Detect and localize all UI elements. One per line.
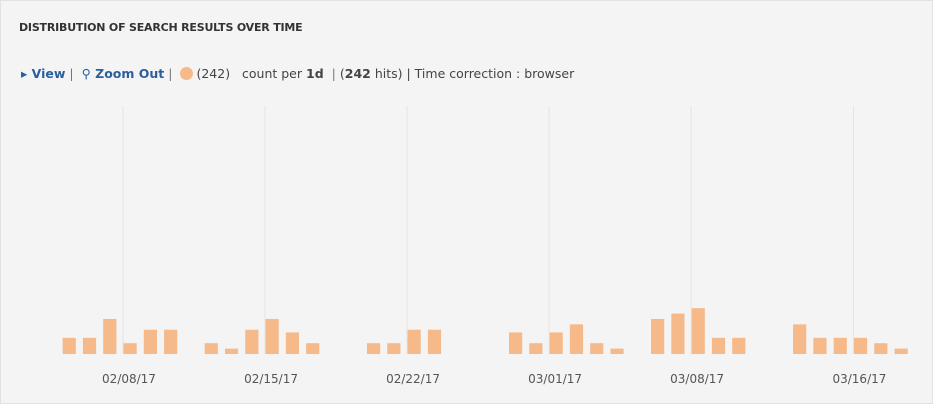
bar	[82, 337, 97, 354]
bar	[651, 318, 665, 354]
hits: 242	[344, 66, 371, 81]
bar	[62, 337, 76, 354]
bar	[224, 348, 239, 354]
bar	[245, 329, 259, 354]
x-tick-label: 02/22/17	[386, 372, 440, 386]
bar	[366, 343, 381, 354]
panel-title: DISTRIBUTION OF SEARCH RESULTS OVER TIME	[19, 21, 303, 34]
bar	[833, 337, 847, 354]
x-tick-label: 03/01/17	[528, 372, 582, 386]
bar	[549, 332, 563, 354]
bar	[407, 329, 421, 354]
bar	[387, 343, 401, 354]
bar	[103, 318, 117, 354]
count-per: count per	[242, 66, 303, 81]
bar	[853, 337, 868, 354]
bar	[590, 343, 604, 354]
bar	[427, 329, 442, 354]
zoom-out-link[interactable]: ⚲ Zoom Out	[81, 66, 165, 81]
legend-dot	[180, 67, 194, 80]
bar	[671, 313, 685, 354]
bar	[285, 332, 300, 354]
x-tick-label: 02/08/17	[102, 372, 156, 386]
x-tick-label: 03/08/17	[670, 372, 724, 386]
bar	[529, 343, 543, 354]
bar	[306, 343, 320, 354]
interval: 1d	[306, 66, 324, 81]
bar	[610, 348, 624, 354]
bar	[813, 337, 827, 354]
view-link[interactable]: ▸ View	[21, 66, 66, 81]
bar	[732, 337, 746, 354]
legend-count: (242)	[196, 66, 231, 81]
hits-open: (	[339, 66, 345, 81]
time-correction: | Time correction : browser	[406, 66, 575, 81]
x-tick-label: 02/15/17	[244, 372, 298, 386]
bar	[164, 329, 178, 354]
bar	[123, 343, 137, 354]
toolbar: ▸ View | ⚲ Zoom Out | (242) count per 1d |…	[21, 66, 575, 81]
bar	[894, 348, 908, 354]
bar	[265, 318, 279, 354]
bar	[143, 329, 157, 354]
bar	[691, 308, 705, 354]
bar	[711, 337, 726, 354]
hits-close: hits)	[374, 66, 403, 81]
bar	[509, 332, 523, 354]
bar	[793, 324, 807, 354]
zoom-out-text[interactable]: Zoom Out	[95, 66, 165, 81]
x-tick-label: 03/16/17	[832, 372, 886, 386]
bar	[569, 324, 584, 354]
bar	[874, 343, 888, 354]
view-text[interactable]: View	[31, 66, 66, 81]
bar	[204, 343, 218, 354]
